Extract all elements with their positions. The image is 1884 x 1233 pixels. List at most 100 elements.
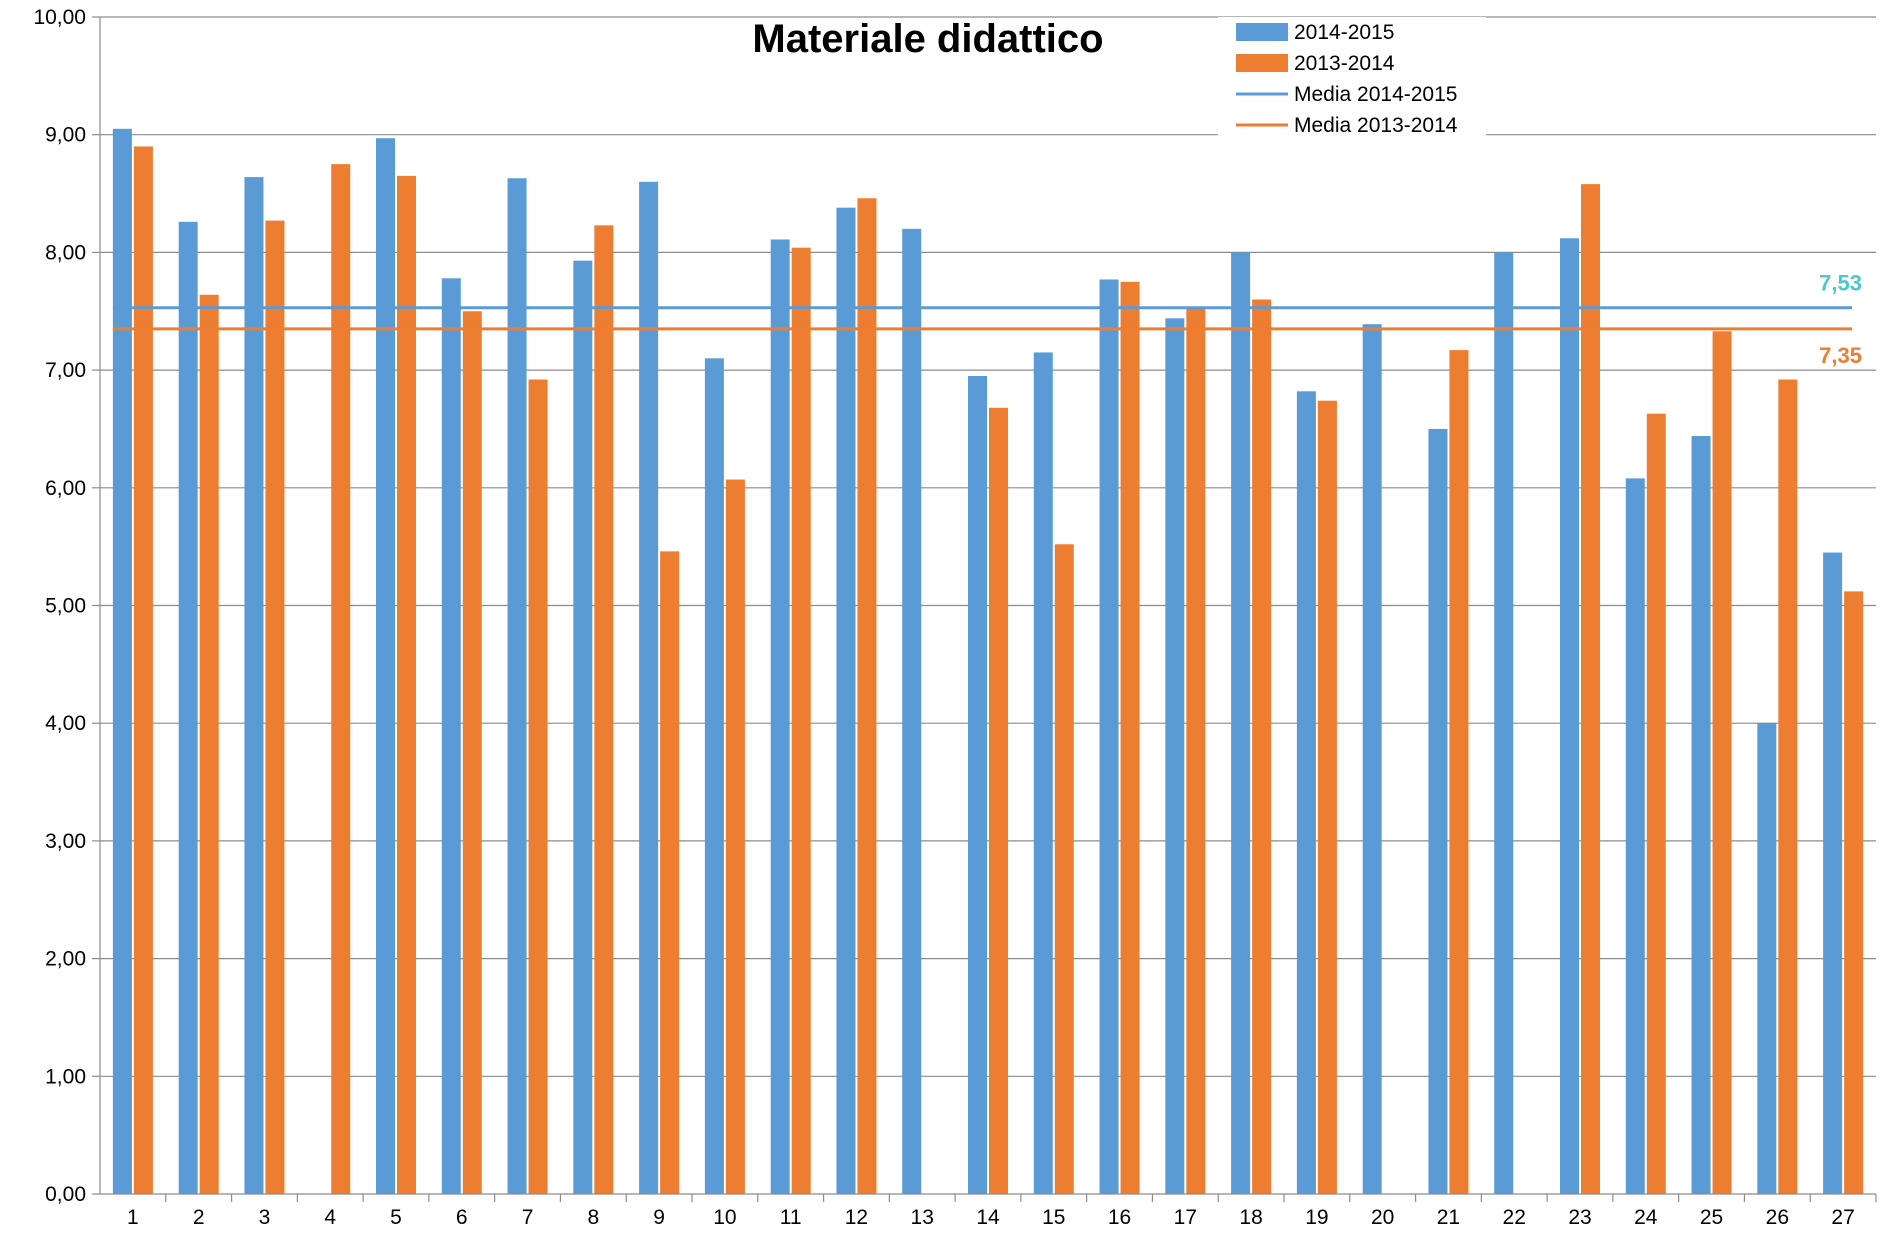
average-label: 7,53 — [1819, 271, 1862, 296]
x-tick-label: 18 — [1239, 1206, 1262, 1229]
x-tick-label: 20 — [1371, 1206, 1394, 1229]
bar-2014-2015-10 — [704, 358, 724, 1195]
legend: 2014-2015 2013-2014 Media 2014-2015 Media 2… — [1218, 17, 1486, 139]
x-tick-label: 9 — [653, 1206, 665, 1229]
bar-2013-2014-7 — [528, 379, 548, 1194]
y-tick-label: 10,00 — [33, 6, 86, 29]
y-tick-label: 4,00 — [45, 712, 86, 735]
bar-2013-2014-2 — [199, 294, 219, 1195]
x-tick-label: 19 — [1305, 1206, 1328, 1229]
y-tick-label: 7,00 — [45, 359, 86, 382]
x-tick-label: 26 — [1766, 1206, 1789, 1229]
bar-2013-2014-9 — [660, 551, 680, 1194]
y-tick-label: 3,00 — [45, 830, 86, 853]
bar-2013-2014-8 — [594, 225, 614, 1195]
bar-2013-2014-10 — [725, 479, 745, 1194]
legend-swatch — [1236, 54, 1288, 72]
bar-2014-2015-5 — [376, 138, 395, 1195]
bar-2014-2015-11 — [770, 239, 790, 1194]
bar-2014-2015-18 — [1231, 252, 1251, 1194]
bar-2014-2015-1 — [112, 128, 132, 1195]
bar-2014-2015-9 — [639, 181, 659, 1194]
bar-2014-2015-13 — [902, 228, 922, 1195]
bar-2013-2014-3 — [265, 220, 285, 1195]
bar-2014-2015-17 — [1165, 318, 1185, 1194]
bar-2013-2014-11 — [791, 247, 811, 1194]
x-tick-label: 13 — [911, 1206, 934, 1229]
average-lines: 7,53 7,35 — [112, 271, 1862, 368]
bar-2014-2015-21 — [1428, 428, 1448, 1194]
x-tick-label: 10 — [713, 1206, 736, 1229]
legend-label: Media 2013-2014 — [1294, 114, 1458, 137]
bar-2014-2015-23 — [1560, 238, 1579, 1194]
legend-label: 2014-2015 — [1294, 21, 1394, 44]
bars — [112, 128, 1864, 1195]
x-tick-label: 25 — [1700, 1206, 1723, 1229]
bar-2013-2014-5 — [397, 175, 416, 1194]
x-tick-label: 14 — [976, 1206, 1000, 1229]
bar-2013-2014-24 — [1646, 413, 1666, 1194]
bar-2014-2015-16 — [1099, 279, 1119, 1194]
y-tick-label: 8,00 — [45, 241, 86, 264]
x-tick-label: 16 — [1108, 1206, 1131, 1229]
bar-2013-2014-17 — [1186, 308, 1206, 1194]
bar-2014-2015-2 — [178, 221, 198, 1195]
x-tick-label: 8 — [587, 1206, 599, 1229]
bar-2013-2014-23 — [1581, 184, 1600, 1194]
bar-2014-2015-12 — [836, 207, 856, 1194]
y-tick-label: 6,00 — [45, 477, 86, 500]
bar-2013-2014-15 — [1054, 544, 1074, 1194]
x-tick-label: 7 — [522, 1206, 534, 1229]
chart-title: Materiale didattico — [752, 17, 1103, 61]
bar-2014-2015-24 — [1625, 478, 1645, 1194]
bar-2014-2015-15 — [1033, 352, 1053, 1194]
x-tick-label: 2 — [193, 1206, 205, 1229]
bar-2013-2014-4 — [331, 164, 351, 1194]
bar-2013-2014-21 — [1449, 350, 1469, 1194]
x-tick-label: 6 — [456, 1206, 468, 1229]
legend-swatch — [1236, 23, 1288, 41]
x-tick-label: 21 — [1437, 1206, 1460, 1229]
bar-2013-2014-26 — [1778, 379, 1798, 1194]
bar-2013-2014-25 — [1712, 331, 1732, 1194]
bar-2013-2014-6 — [462, 311, 482, 1194]
x-tick-label: 27 — [1831, 1206, 1854, 1229]
bar-2014-2015-8 — [573, 260, 593, 1194]
bar-2014-2015-27 — [1823, 552, 1843, 1194]
bar-2013-2014-12 — [857, 198, 877, 1194]
legend-label: Media 2014-2015 — [1294, 83, 1457, 106]
x-tick-label: 1 — [127, 1206, 139, 1229]
bar-2014-2015-14 — [968, 375, 987, 1194]
bar-2014-2015-3 — [244, 177, 264, 1194]
bar-2013-2014-1 — [133, 146, 153, 1195]
bar-2014-2015-7 — [507, 178, 527, 1194]
x-tick-label: 24 — [1634, 1206, 1658, 1229]
bar-2013-2014-27 — [1844, 591, 1864, 1194]
y-tick-label: 0,00 — [45, 1183, 86, 1206]
legend-label: 2013-2014 — [1294, 52, 1395, 75]
bar-2013-2014-19 — [1317, 400, 1337, 1194]
x-tick-label: 12 — [845, 1206, 868, 1229]
bar-2014-2015-22 — [1494, 252, 1514, 1194]
bar-2013-2014-16 — [1120, 281, 1140, 1194]
bar-2014-2015-26 — [1757, 723, 1777, 1194]
gridlines — [100, 16, 1876, 1077]
bar-2013-2014-18 — [1252, 299, 1272, 1195]
bar-2014-2015-25 — [1691, 436, 1711, 1195]
bar-2013-2014-14 — [989, 407, 1008, 1194]
bar-2014-2015-20 — [1362, 324, 1382, 1194]
y-tick-label: 2,00 — [45, 948, 86, 971]
x-tick-label: 17 — [1174, 1206, 1197, 1229]
y-tick-label: 9,00 — [45, 124, 86, 147]
tick-labels: 0,00 1,00 2,00 3,00 4,00 5,00 6,00 7,00 8,00 9,00… — [33, 6, 1854, 1229]
bar-2014-2015-6 — [441, 278, 461, 1194]
x-tick-label: 15 — [1042, 1206, 1065, 1229]
x-tick-label: 22 — [1503, 1206, 1526, 1229]
bar-2014-2015-19 — [1296, 391, 1316, 1194]
x-tick-label: 5 — [390, 1206, 402, 1229]
average-label: 7,35 — [1819, 343, 1862, 368]
x-tick-label: 3 — [259, 1206, 271, 1229]
x-tick-label: 4 — [324, 1206, 336, 1229]
